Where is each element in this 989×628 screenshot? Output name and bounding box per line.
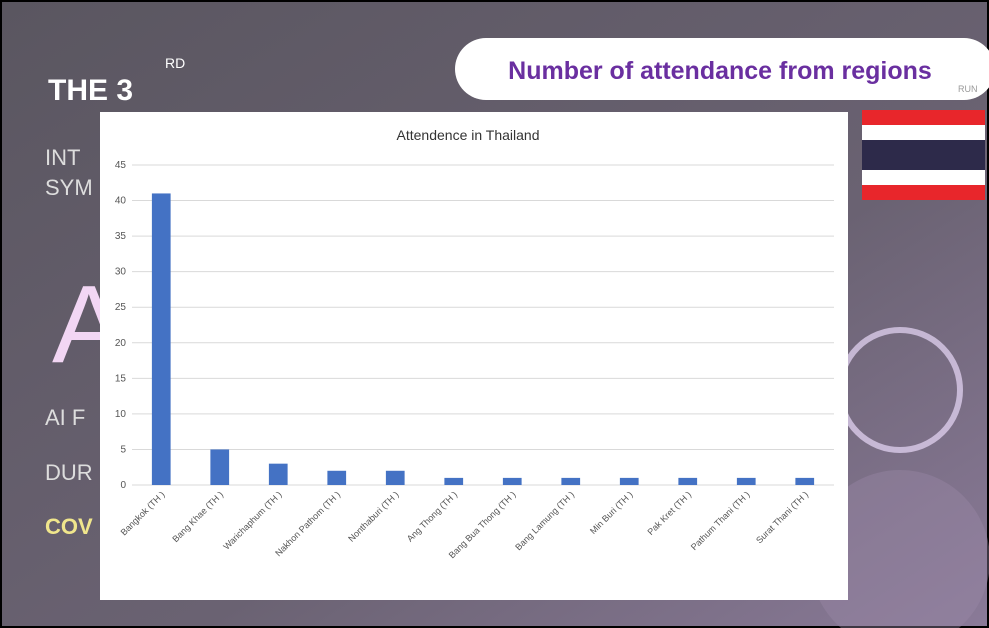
- chart-title: Attendence in Thailand: [397, 127, 540, 143]
- flag-stripe: [862, 140, 985, 170]
- banner-text: Number of attendance from regions: [508, 57, 932, 85]
- flag-stripe: [862, 185, 985, 200]
- slide-line: DUR: [45, 460, 93, 485]
- y-tick-label: 20: [115, 338, 127, 349]
- y-tick-label: 10: [115, 409, 127, 420]
- flag-stripe: [862, 110, 985, 125]
- bar: [795, 478, 814, 485]
- slide-heading: THE 3: [48, 74, 133, 107]
- bar: [737, 478, 756, 485]
- y-tick-label: 35: [115, 231, 127, 242]
- bar: [386, 471, 405, 485]
- slide-highlight: COV: [45, 514, 93, 539]
- bar: [561, 478, 580, 485]
- slide-line: SYM: [45, 175, 93, 200]
- bar: [503, 478, 522, 485]
- screenshot: THE 3 RD INT SYM A AI F DUR COV Number o…: [0, 0, 989, 628]
- corner-text: RUN: [958, 84, 978, 94]
- y-tick-label: 30: [115, 267, 127, 278]
- bar: [269, 464, 288, 485]
- y-tick-label: 0: [120, 480, 126, 491]
- bar: [620, 478, 639, 485]
- y-tick-label: 45: [115, 160, 127, 171]
- bar: [678, 478, 697, 485]
- y-tick-label: 5: [120, 444, 126, 455]
- y-tick-label: 15: [115, 373, 127, 384]
- bar: [210, 449, 229, 485]
- bar: [327, 471, 346, 485]
- y-tick-label: 40: [115, 196, 127, 207]
- flag: [862, 110, 985, 200]
- y-tick-label: 25: [115, 302, 127, 313]
- bar: [152, 193, 171, 485]
- bar: [444, 478, 463, 485]
- slide-line: AI F: [45, 405, 85, 430]
- slide-heading-sup: RD: [165, 55, 185, 71]
- slide-line: INT: [45, 145, 80, 170]
